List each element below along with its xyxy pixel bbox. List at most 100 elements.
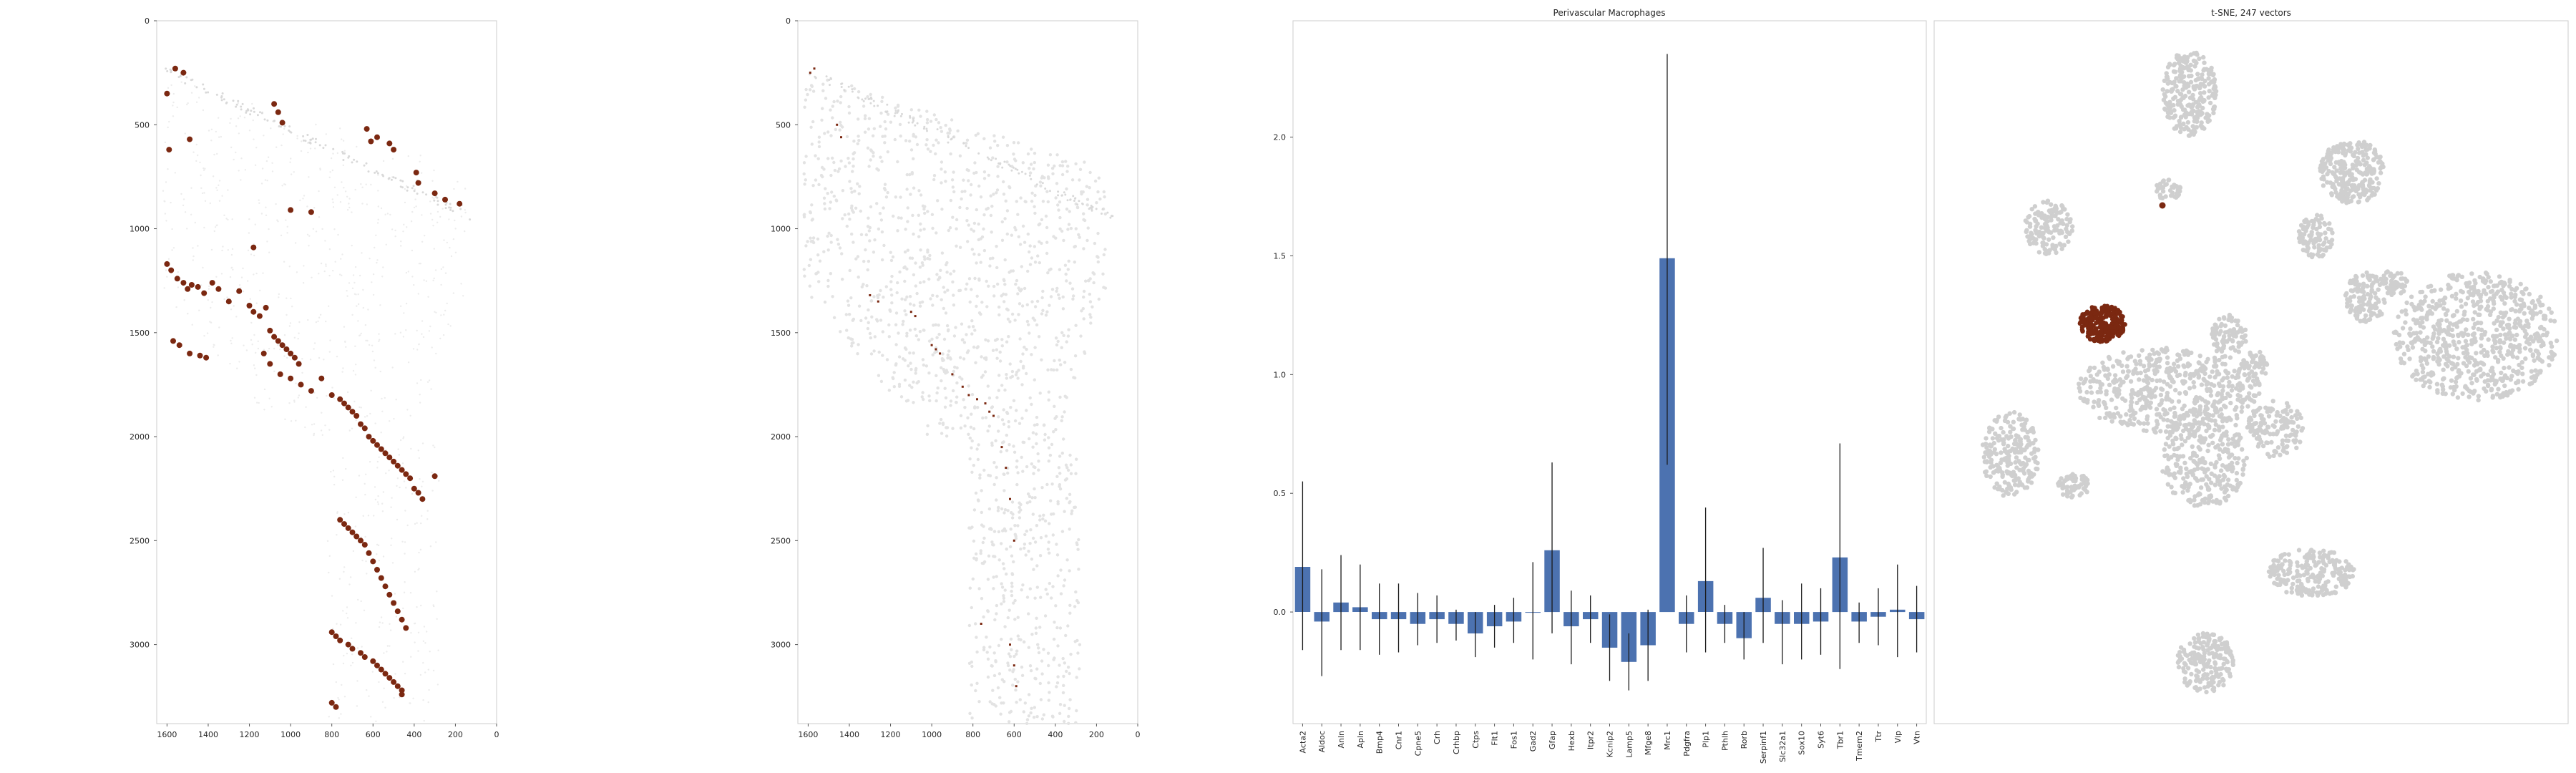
background-cell [942, 337, 947, 341]
background-cell [242, 267, 244, 270]
background-cell [1042, 424, 1046, 427]
background-cell [313, 348, 315, 350]
background-cell [174, 172, 176, 174]
background-cell [922, 207, 926, 211]
tsne-point [2027, 224, 2033, 229]
background-cell [995, 612, 998, 616]
background-cell [1015, 652, 1018, 656]
background-cell [1035, 616, 1038, 620]
background-cell [829, 233, 833, 238]
background-cell [331, 169, 334, 172]
background-cell [391, 157, 394, 160]
background-cell [233, 305, 235, 307]
background-cell [914, 124, 917, 127]
background-cell [402, 436, 405, 438]
background-cell [212, 175, 215, 178]
background-cell [1009, 709, 1013, 714]
tsne-point [2470, 299, 2476, 304]
tsne-point [2207, 374, 2212, 379]
background-cell [186, 103, 188, 106]
background-cell [1082, 317, 1085, 321]
background-cell [288, 125, 291, 128]
background-cell [809, 73, 811, 76]
background-cell [318, 356, 321, 359]
background-cell [975, 636, 978, 639]
background-cell [1019, 547, 1023, 551]
background-cell [1023, 240, 1027, 244]
highlighted-cell [260, 350, 267, 356]
background-cell [1050, 167, 1055, 170]
tsne-point [2454, 308, 2459, 314]
tsne-point [2445, 329, 2450, 334]
tsne-point [2026, 213, 2032, 219]
tsne-point [2498, 310, 2503, 315]
background-cell [980, 489, 983, 492]
background-cell [905, 172, 909, 177]
background-cell [1020, 665, 1024, 669]
background-cell [937, 278, 940, 281]
background-cell [857, 276, 860, 279]
tsne-point [2423, 294, 2428, 299]
background-cell [970, 332, 974, 336]
highlighted-cell [209, 280, 215, 286]
tsne-point [2443, 340, 2448, 345]
background-cell [1083, 160, 1086, 164]
background-cell [382, 160, 385, 162]
background-cell [260, 112, 263, 115]
background-cell [988, 645, 992, 649]
tsne-point [2312, 245, 2317, 250]
background-cell [1043, 438, 1047, 442]
background-cell [220, 273, 223, 275]
background-cell [365, 473, 367, 475]
background-cell [1023, 345, 1026, 349]
background-cell [255, 302, 258, 304]
highlighted-cell [225, 298, 232, 305]
background-cell [1063, 394, 1067, 398]
background-cell [361, 203, 364, 205]
background-cell [1055, 553, 1060, 557]
background-cell [278, 296, 280, 298]
tsne-point [2491, 298, 2496, 304]
background-cell [419, 263, 421, 265]
tsne-point [2469, 381, 2474, 386]
tsne-point [2197, 354, 2202, 359]
background-cell [1060, 160, 1065, 164]
tsne-point [2192, 119, 2197, 124]
background-cell [1002, 596, 1006, 600]
background-cell [259, 289, 261, 291]
background-cell [952, 190, 956, 194]
background-cell [348, 206, 351, 209]
background-cell [1064, 272, 1068, 276]
tsne-point [2355, 142, 2360, 147]
background-cell [986, 657, 990, 661]
background-cell [1021, 583, 1025, 587]
background-cell [1074, 227, 1078, 230]
background-cell [958, 375, 962, 379]
tsne-point [2482, 329, 2488, 335]
background-cell [1058, 395, 1062, 399]
tsne-point [2100, 360, 2105, 365]
background-cell [884, 285, 889, 288]
background-cell [991, 156, 995, 160]
background-cell [864, 316, 868, 320]
background-cell [965, 219, 969, 223]
background-cell [428, 689, 430, 691]
background-cell [883, 183, 887, 186]
background-cell [332, 147, 335, 150]
background-cell [245, 111, 248, 114]
background-cell [342, 457, 344, 460]
tsne-point [2508, 377, 2513, 382]
background-cell [1038, 392, 1042, 395]
tsne-point [2222, 403, 2227, 409]
background-cell [337, 696, 339, 699]
background-cell [986, 384, 990, 388]
background-cell [1058, 454, 1062, 458]
background-cell [808, 88, 812, 92]
tsne-point [2500, 394, 2505, 399]
x-tick-label: Ctps [1471, 731, 1480, 749]
background-cell [253, 254, 255, 257]
tsne-point [2234, 413, 2239, 418]
background-cell [964, 287, 967, 291]
background-cell [202, 83, 205, 86]
highlighted-cell [267, 361, 273, 367]
